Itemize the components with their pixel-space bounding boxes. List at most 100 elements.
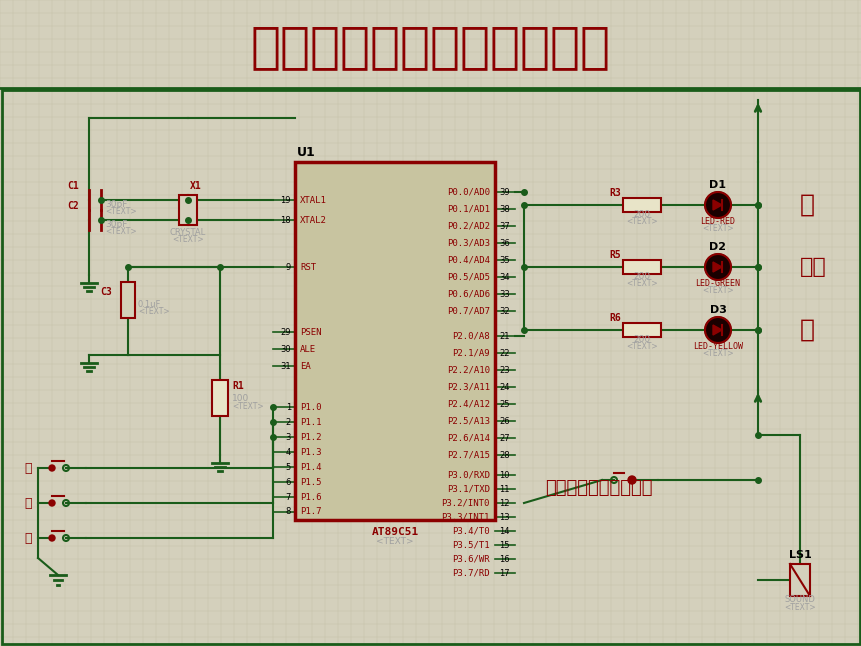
Text: P1.0: P1.0 xyxy=(300,402,321,412)
Bar xyxy=(623,323,660,337)
Polygon shape xyxy=(712,325,722,335)
Text: P2.4/A12: P2.4/A12 xyxy=(447,399,489,408)
Text: U1: U1 xyxy=(297,145,315,158)
Text: 7: 7 xyxy=(285,492,291,501)
Text: 4: 4 xyxy=(285,448,291,457)
Text: 30: 30 xyxy=(280,344,291,353)
Text: <TEXT>: <TEXT> xyxy=(702,286,733,295)
Text: EA: EA xyxy=(300,362,310,371)
Text: 5: 5 xyxy=(285,463,291,472)
Text: 1: 1 xyxy=(285,402,291,412)
Text: 红外: 红外 xyxy=(799,257,826,277)
Circle shape xyxy=(704,254,730,280)
Text: P1.7: P1.7 xyxy=(300,508,321,517)
Text: <TEXT>: <TEXT> xyxy=(172,234,203,244)
Circle shape xyxy=(628,476,635,484)
Circle shape xyxy=(49,500,55,506)
Text: RST: RST xyxy=(300,262,316,271)
Polygon shape xyxy=(712,262,722,272)
Text: LED-RED: LED-RED xyxy=(700,216,734,225)
Text: P1.6: P1.6 xyxy=(300,492,321,501)
Text: <TEXT>: <TEXT> xyxy=(625,216,657,225)
Text: 14: 14 xyxy=(499,526,509,536)
Text: 39: 39 xyxy=(499,187,509,196)
Text: <TEXT>: <TEXT> xyxy=(784,603,815,612)
Text: P1.3: P1.3 xyxy=(300,448,321,457)
Text: 19: 19 xyxy=(280,196,291,205)
Text: P1.5: P1.5 xyxy=(300,477,321,486)
Text: 10: 10 xyxy=(499,470,509,479)
Text: 34: 34 xyxy=(499,273,509,282)
Text: 基于单片机的防盗报警系统: 基于单片机的防盗报警系统 xyxy=(251,23,610,71)
Text: D3: D3 xyxy=(709,305,726,315)
Text: LS1: LS1 xyxy=(788,550,810,560)
Text: C1: C1 xyxy=(67,181,79,191)
Text: 键: 键 xyxy=(24,532,32,545)
Text: <TEXT>: <TEXT> xyxy=(625,342,657,351)
Text: XTAL2: XTAL2 xyxy=(300,216,326,225)
Text: 18: 18 xyxy=(280,216,291,225)
Text: P1.4: P1.4 xyxy=(300,463,321,472)
Text: C3: C3 xyxy=(100,287,112,297)
Text: <TEXT>: <TEXT> xyxy=(105,207,136,216)
Text: P2.1/A9: P2.1/A9 xyxy=(452,348,489,357)
Text: 30pF: 30pF xyxy=(105,220,127,229)
Text: R6: R6 xyxy=(609,313,620,323)
Circle shape xyxy=(49,535,55,541)
Text: C2: C2 xyxy=(67,201,79,211)
Text: 200: 200 xyxy=(633,271,650,280)
Circle shape xyxy=(49,465,55,471)
Text: CRYSTAL: CRYSTAL xyxy=(170,227,206,236)
Bar xyxy=(623,198,660,212)
Text: 31: 31 xyxy=(280,362,291,371)
Text: 15: 15 xyxy=(499,541,509,550)
Text: P0.6/AD6: P0.6/AD6 xyxy=(447,289,489,298)
Text: 29: 29 xyxy=(280,328,291,337)
Text: P2.3/A11: P2.3/A11 xyxy=(447,382,489,391)
Text: <TEXT>: <TEXT> xyxy=(232,402,263,410)
Text: D1: D1 xyxy=(709,180,726,190)
Text: 27: 27 xyxy=(499,433,509,443)
Text: 21: 21 xyxy=(499,331,509,340)
Text: D2: D2 xyxy=(709,242,726,252)
Bar xyxy=(212,380,228,416)
Text: 12: 12 xyxy=(499,499,509,508)
Text: P1.2: P1.2 xyxy=(300,433,321,441)
Text: 100: 100 xyxy=(232,393,249,402)
Text: 紧: 紧 xyxy=(799,193,814,217)
Text: 6: 6 xyxy=(285,477,291,486)
Text: P0.4/AD4: P0.4/AD4 xyxy=(447,256,489,264)
Bar xyxy=(294,162,494,520)
Text: <TEXT>: <TEXT> xyxy=(702,348,733,357)
Bar xyxy=(121,282,135,318)
Text: 0.1uF: 0.1uF xyxy=(138,300,161,309)
Text: LED-GREEN: LED-GREEN xyxy=(695,278,740,287)
Text: 键: 键 xyxy=(24,497,32,510)
Bar xyxy=(789,564,809,596)
Text: R5: R5 xyxy=(609,250,620,260)
Text: P3.3/INT1: P3.3/INT1 xyxy=(441,512,489,521)
Text: ALE: ALE xyxy=(300,344,316,353)
Circle shape xyxy=(704,317,730,343)
Text: 17: 17 xyxy=(499,568,509,578)
Text: 37: 37 xyxy=(499,222,509,231)
Text: 32: 32 xyxy=(499,306,509,315)
Text: P0.5/AD5: P0.5/AD5 xyxy=(447,273,489,282)
Text: P0.1/AD1: P0.1/AD1 xyxy=(447,205,489,213)
Text: 11: 11 xyxy=(499,484,509,494)
Text: 8: 8 xyxy=(285,508,291,517)
Polygon shape xyxy=(712,200,722,210)
Text: <TEXT>: <TEXT> xyxy=(138,306,170,315)
Text: 9: 9 xyxy=(285,262,291,271)
Text: P3.4/T0: P3.4/T0 xyxy=(452,526,489,536)
Text: AT89C51: AT89C51 xyxy=(371,527,418,537)
Text: P1.1: P1.1 xyxy=(300,417,321,426)
Text: 28: 28 xyxy=(499,450,509,459)
Text: P2.5/A13: P2.5/A13 xyxy=(447,417,489,426)
Text: 键: 键 xyxy=(24,461,32,475)
Text: 13: 13 xyxy=(499,512,509,521)
Text: P3.1/TXD: P3.1/TXD xyxy=(447,484,489,494)
Text: 36: 36 xyxy=(499,238,509,247)
Text: P3.6/WR: P3.6/WR xyxy=(452,554,489,563)
Bar xyxy=(179,195,197,225)
